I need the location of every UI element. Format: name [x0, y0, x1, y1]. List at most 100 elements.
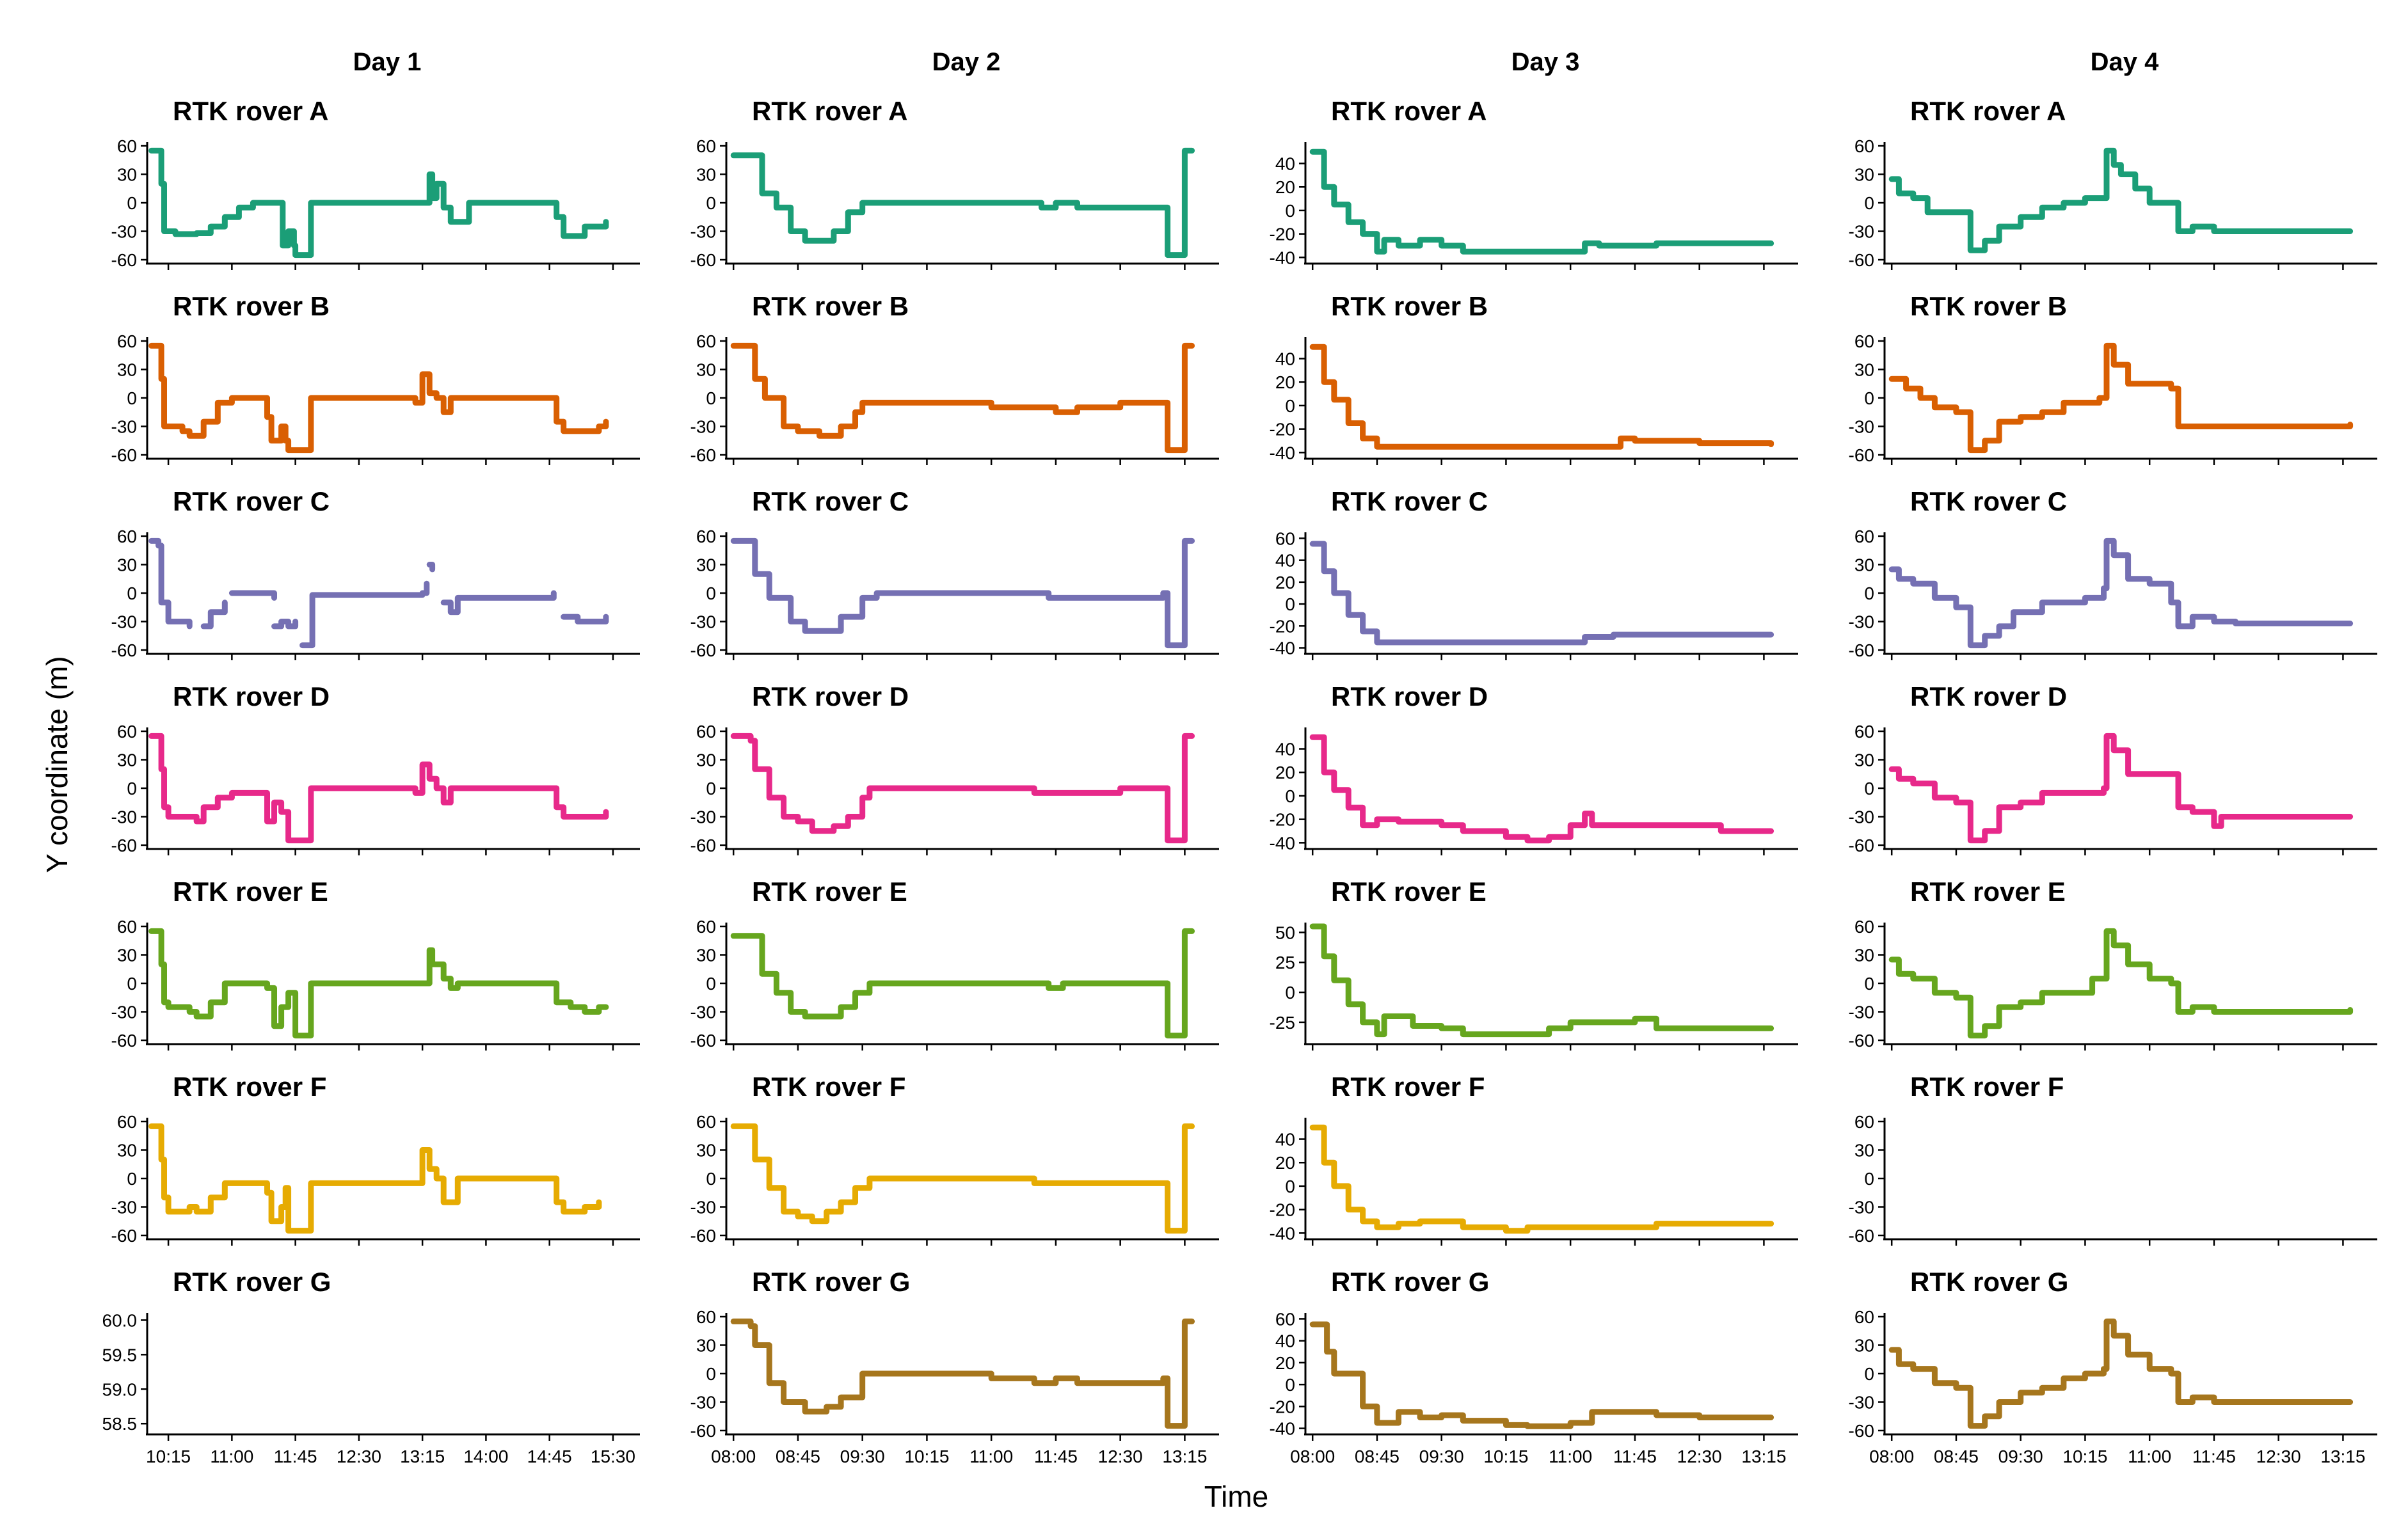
y-tick-label: 60.0: [102, 1310, 138, 1330]
panel-day4-rover-f: RTK rover F 60 30 0 -30 -60: [1849, 1072, 2377, 1246]
panel-title: RTK rover F: [173, 1072, 326, 1102]
y-tick-label: 60: [117, 917, 137, 937]
x-tick-label: 10:15: [2062, 1447, 2107, 1466]
y-tick-label: -30: [690, 1003, 716, 1022]
y-tick-label: -60: [1849, 836, 1874, 855]
y-tick-label: 30: [117, 1141, 137, 1161]
y-tick-label: 20: [1275, 763, 1295, 782]
y-tick-label: 40: [1275, 1331, 1295, 1351]
series-line-rover-e-1: [148, 928, 609, 1039]
panel-day1-rover-f: RTK rover F 60 30 0 -30 -60: [111, 1072, 640, 1246]
panel-title: RTK rover B: [1910, 291, 2067, 321]
y-tick-label: -30: [1849, 807, 1874, 827]
y-tick-label: 60: [117, 722, 137, 742]
y-tick-label: 30: [696, 1141, 716, 1161]
y-tick-label: 0: [1285, 201, 1295, 221]
series-line-rover-c-1: [1309, 541, 1774, 646]
panel-title: RTK rover D: [1331, 681, 1488, 711]
y-tick-label: 60: [117, 136, 137, 156]
y-tick-label: -30: [1849, 1003, 1874, 1022]
panel-title: RTK rover C: [173, 486, 330, 516]
x-tick-label: 08:45: [1355, 1447, 1399, 1466]
x-tick-label: 11:00: [1549, 1447, 1592, 1466]
series-line-rover-e-1: [1309, 923, 1774, 1038]
y-tick-label: 60: [696, 331, 716, 351]
y-tick-label: 20: [1275, 177, 1295, 197]
y-tick-label: -40: [1270, 248, 1295, 267]
x-tick-label: 10:15: [146, 1447, 191, 1466]
panel-title: RTK rover F: [752, 1072, 905, 1102]
y-tick-label: 60: [1854, 1307, 1874, 1327]
y-tick-label: 60: [1275, 528, 1295, 548]
x-tick-label: 09:30: [840, 1447, 885, 1466]
y-tick-label: 0: [1864, 388, 1874, 408]
y-tick-label: -60: [1849, 250, 1874, 270]
x-tick-label: 13:15: [2320, 1447, 2365, 1466]
y-tick-label: 30: [1854, 1336, 1874, 1356]
y-tick-label: 40: [1275, 1130, 1295, 1150]
y-tick-label: -60: [1849, 445, 1874, 465]
y-tick-label: 0: [1285, 786, 1295, 806]
y-tick-label: -20: [1270, 810, 1295, 830]
y-tick-label: -20: [1270, 225, 1295, 244]
series-line-rover-e-1: [730, 928, 1195, 1039]
y-tick-label: 0: [1864, 1169, 1874, 1189]
panel-title: RTK rover A: [1331, 96, 1487, 126]
panel-day2-rover-e: RTK rover E 60 30 0 -30 -60: [690, 877, 1219, 1051]
y-tick-label: 0: [706, 974, 716, 994]
series-line-rover-c-8: [561, 614, 609, 624]
panel-day4-rover-c: RTK rover C 60 30 0 -30 -60: [1849, 486, 2377, 660]
x-axis-title: Time: [1204, 1480, 1269, 1513]
x-tick-label: 08:45: [1934, 1447, 1979, 1466]
y-tick-label: -30: [111, 222, 137, 242]
y-tick-label: 25: [1275, 953, 1295, 972]
series-line-rover-d-1: [1309, 734, 1774, 844]
y-axis-title: Y coordinate (m): [40, 656, 74, 873]
y-tick-label: -30: [690, 1198, 716, 1218]
y-tick-label: 40: [1275, 551, 1295, 571]
y-tick-label: -25: [1270, 1013, 1295, 1033]
y-tick-label: -30: [1849, 1393, 1874, 1413]
panel-day2-rover-d: RTK rover D 60 30 0 -30 -60: [690, 681, 1219, 855]
panel-day1-rover-a: RTK rover A 60 30 0 -30 -60: [111, 96, 640, 270]
y-tick-label: 20: [1275, 372, 1295, 392]
panel-title: RTK rover C: [1331, 486, 1488, 516]
panel-day4-rover-d: RTK rover D 60 30 0 -30 -60: [1849, 681, 2377, 855]
panel-title: RTK rover G: [752, 1267, 910, 1297]
series-line-rover-b-1: [730, 342, 1195, 454]
y-tick-label: -60: [690, 1031, 716, 1051]
y-tick-label: 0: [1285, 594, 1295, 614]
x-tick-label: 08:00: [1869, 1447, 1914, 1466]
y-tick-label: -40: [1270, 833, 1295, 853]
y-tick-label: 30: [696, 750, 716, 770]
y-tick-label: 0: [706, 583, 716, 603]
panel-day2-rover-b: RTK rover B 60 30 0 -30 -60: [690, 291, 1219, 465]
y-tick-label: 60: [117, 1112, 137, 1132]
x-tick-label: 12:30: [337, 1447, 381, 1466]
y-tick-label: 0: [706, 1364, 716, 1384]
y-tick-label: 60: [117, 527, 137, 546]
panel-day4-rover-a: RTK rover A 60 30 0 -30 -60: [1849, 96, 2377, 270]
panel-title: RTK rover A: [173, 96, 329, 126]
panel-day3-rover-e: RTK rover E 50 25 0 -25: [1270, 877, 1798, 1051]
y-tick-label: 30: [696, 555, 716, 575]
y-tick-label: -40: [1270, 1223, 1295, 1243]
y-tick-label: -30: [690, 222, 716, 242]
panel-title: RTK rover E: [173, 877, 328, 907]
y-tick-label: 60: [696, 527, 716, 546]
x-tick-label: 11:00: [210, 1447, 253, 1466]
y-tick-label: 60: [1854, 1112, 1874, 1132]
y-tick-label: 30: [696, 1336, 716, 1356]
y-tick-label: -60: [111, 1031, 137, 1051]
y-tick-label: -30: [111, 1003, 137, 1022]
y-tick-label: 0: [127, 1169, 137, 1189]
y-tick-label: -30: [1849, 612, 1874, 632]
y-tick-label: -30: [1849, 1198, 1874, 1218]
series-line-rover-a-1: [148, 147, 609, 258]
y-tick-label: 0: [1864, 779, 1874, 798]
x-tick-label: 11:45: [1613, 1447, 1657, 1466]
series-line-rover-c-5: [299, 580, 430, 649]
panel-title: RTK rover F: [1910, 1072, 2064, 1102]
y-tick-label: -20: [1270, 420, 1295, 440]
